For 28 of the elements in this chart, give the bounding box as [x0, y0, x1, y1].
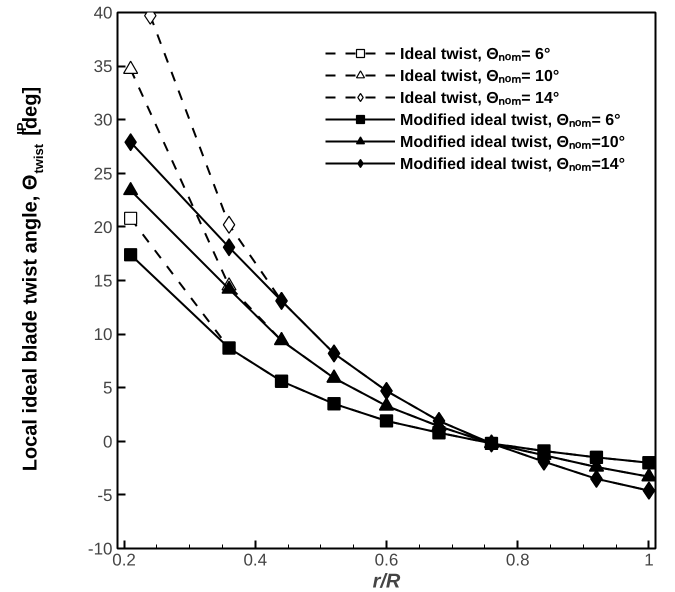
y-tick-label: 25 [94, 164, 113, 184]
y-tick-label: -5 [97, 486, 113, 505]
legend-label: Ideal twist, Θₙₒₘ= 14° [400, 89, 560, 108]
y-tick-label: 5 [103, 378, 113, 398]
point [222, 238, 236, 256]
legend-label: Ideal twist, Θₙₒₘ= 10° [400, 67, 560, 86]
legend-label: Modified ideal twist, Θₙₒₘ=14° [400, 155, 625, 174]
point [124, 133, 137, 152]
y-tick-label: 40 [94, 4, 113, 22]
y-tick-label: 35 [94, 57, 113, 76]
legend-label: Modified ideal twist, Θₙₒₘ=10° [400, 133, 625, 152]
legend-label: Modified ideal twist, Θₙₒₘ= 6° [400, 111, 621, 130]
y-tick-label: 30 [94, 110, 113, 130]
x-tick-label: 0.8 [506, 550, 530, 570]
y-tick-label: 20 [94, 218, 113, 237]
x-tick-label: 0.6 [374, 550, 398, 570]
legend-label: Ideal twist, Θₙₒₘ= 6° [400, 45, 550, 64]
x-axis-title: r/R [372, 570, 401, 592]
y-tick-label: 10 [94, 325, 113, 344]
y-tick-label: 0 [103, 432, 113, 452]
point [222, 216, 236, 234]
y-tick-label: -10 [88, 540, 113, 558]
y-tick-label: 15 [94, 272, 113, 290]
x-tick-label: 1 [644, 550, 654, 570]
point [124, 248, 138, 262]
x-tick-label: 0.2 [112, 550, 136, 570]
point [124, 212, 138, 225]
x-tick-label: 0.4 [243, 550, 268, 570]
